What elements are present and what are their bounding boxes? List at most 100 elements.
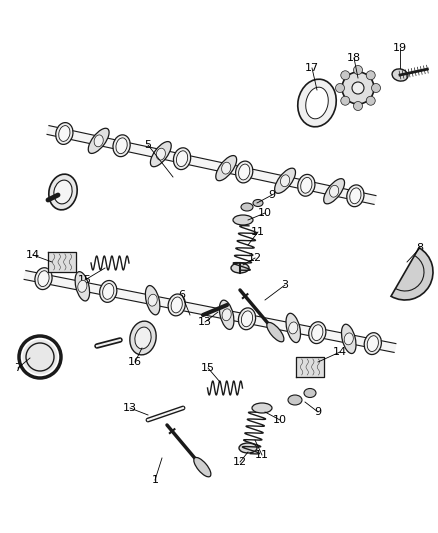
Ellipse shape [352, 82, 364, 94]
Ellipse shape [301, 177, 312, 193]
Ellipse shape [113, 135, 130, 157]
Text: 14: 14 [333, 347, 347, 357]
Ellipse shape [350, 188, 361, 204]
Ellipse shape [173, 148, 191, 169]
Ellipse shape [216, 156, 237, 181]
Ellipse shape [306, 87, 328, 119]
Ellipse shape [236, 161, 253, 183]
Ellipse shape [341, 96, 350, 105]
Ellipse shape [239, 443, 257, 453]
Ellipse shape [241, 203, 253, 211]
Ellipse shape [156, 148, 166, 160]
Text: 12: 12 [248, 253, 262, 263]
Ellipse shape [59, 126, 70, 141]
Ellipse shape [130, 321, 156, 355]
Ellipse shape [219, 300, 234, 329]
Ellipse shape [88, 128, 109, 154]
Wedge shape [391, 248, 433, 300]
Ellipse shape [371, 84, 381, 93]
Ellipse shape [252, 403, 272, 413]
Text: 13: 13 [198, 317, 212, 327]
Ellipse shape [168, 294, 185, 316]
Text: 16: 16 [128, 357, 142, 367]
Ellipse shape [177, 151, 188, 167]
Text: 3: 3 [282, 280, 289, 290]
Text: 11: 11 [255, 450, 269, 460]
Ellipse shape [35, 268, 52, 289]
Text: 13: 13 [123, 403, 137, 413]
Ellipse shape [392, 69, 408, 81]
Ellipse shape [135, 327, 151, 349]
Text: 7: 7 [14, 363, 21, 373]
Ellipse shape [366, 71, 375, 80]
Ellipse shape [336, 84, 345, 93]
Text: 19: 19 [393, 43, 407, 53]
Text: 10: 10 [258, 208, 272, 218]
Ellipse shape [222, 309, 231, 321]
Ellipse shape [49, 174, 77, 210]
Ellipse shape [309, 322, 326, 344]
Ellipse shape [99, 280, 117, 302]
Ellipse shape [239, 164, 250, 180]
Ellipse shape [324, 179, 345, 204]
Text: 9: 9 [314, 407, 321, 417]
Ellipse shape [78, 280, 87, 292]
Ellipse shape [353, 66, 363, 75]
Ellipse shape [298, 174, 315, 196]
Ellipse shape [364, 333, 381, 354]
Text: 9: 9 [268, 190, 276, 200]
Text: 12: 12 [233, 457, 247, 467]
Text: 14: 14 [26, 250, 40, 260]
Ellipse shape [22, 340, 57, 375]
Ellipse shape [280, 175, 290, 187]
Ellipse shape [241, 311, 253, 327]
Ellipse shape [344, 333, 353, 345]
Polygon shape [24, 271, 396, 352]
Ellipse shape [367, 336, 378, 352]
Ellipse shape [222, 162, 231, 174]
Ellipse shape [94, 135, 103, 147]
Ellipse shape [75, 272, 90, 301]
Ellipse shape [347, 185, 364, 207]
Ellipse shape [275, 168, 296, 193]
Ellipse shape [304, 389, 316, 398]
Text: 15: 15 [201, 363, 215, 373]
Ellipse shape [171, 297, 182, 313]
Text: 8: 8 [417, 243, 424, 253]
Text: 5: 5 [145, 140, 152, 150]
Ellipse shape [329, 185, 339, 197]
Polygon shape [296, 357, 324, 377]
Ellipse shape [353, 101, 363, 110]
Text: 6: 6 [179, 290, 186, 300]
Ellipse shape [298, 79, 336, 127]
Polygon shape [47, 126, 376, 204]
Ellipse shape [194, 457, 211, 477]
Text: 10: 10 [273, 415, 287, 425]
Ellipse shape [38, 271, 49, 287]
Ellipse shape [56, 123, 73, 144]
Ellipse shape [289, 322, 298, 334]
Text: 15: 15 [78, 275, 92, 285]
Ellipse shape [286, 313, 300, 343]
Text: 18: 18 [347, 53, 361, 63]
Ellipse shape [288, 395, 302, 405]
Ellipse shape [116, 138, 127, 154]
Ellipse shape [341, 71, 350, 80]
Ellipse shape [342, 72, 374, 104]
Ellipse shape [233, 215, 253, 225]
Ellipse shape [148, 294, 157, 306]
Ellipse shape [312, 325, 323, 341]
Ellipse shape [145, 286, 160, 315]
Ellipse shape [253, 199, 263, 206]
Ellipse shape [102, 284, 114, 300]
Ellipse shape [54, 180, 72, 204]
Ellipse shape [150, 142, 171, 167]
Polygon shape [48, 252, 76, 272]
Ellipse shape [342, 324, 356, 353]
Ellipse shape [238, 308, 256, 330]
Text: 17: 17 [305, 63, 319, 73]
Text: 11: 11 [251, 227, 265, 237]
Ellipse shape [231, 263, 249, 273]
Text: 1: 1 [152, 475, 159, 485]
Ellipse shape [366, 96, 375, 105]
